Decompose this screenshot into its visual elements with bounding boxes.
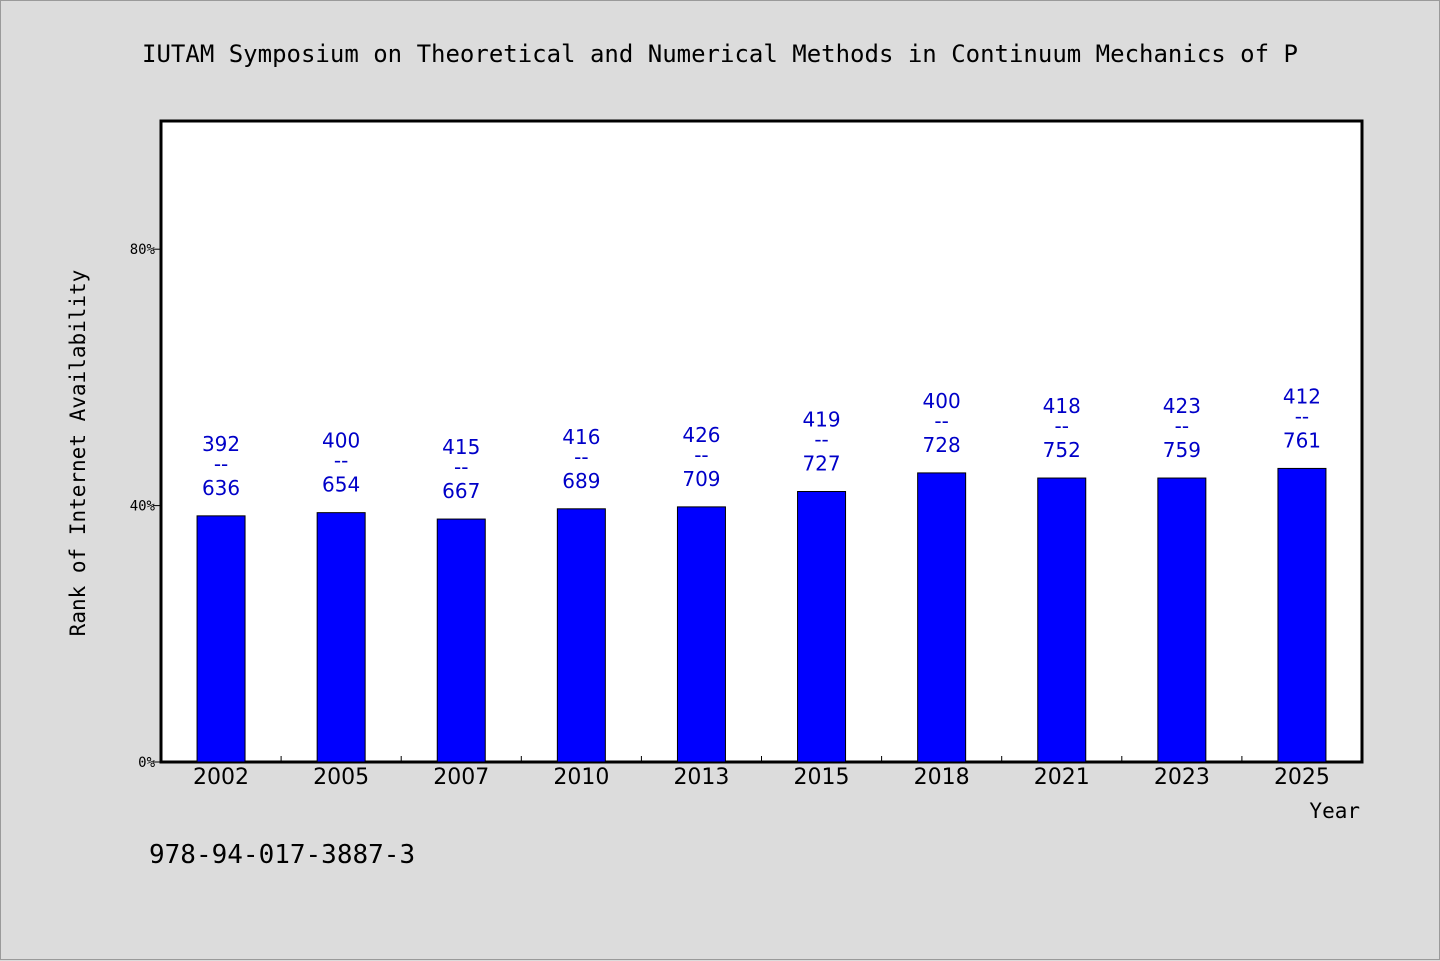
data-label-top: 418 bbox=[1043, 394, 1081, 418]
bar bbox=[797, 490, 847, 763]
data-label-top: 400 bbox=[322, 429, 360, 453]
y-tick-label: 0% bbox=[138, 755, 155, 771]
x-tick-label: 2010 bbox=[553, 765, 609, 790]
x-tick-label: 2002 bbox=[193, 765, 249, 790]
data-label-top: 416 bbox=[562, 425, 600, 449]
y-axis: 0% 40% 80% bbox=[130, 242, 161, 771]
y-axis-title: Rank of Internet Availability bbox=[66, 270, 90, 637]
data-label-separator: -- bbox=[934, 409, 948, 433]
data-labels-group: 392--636400--654415--667416--689426--709… bbox=[202, 384, 1321, 503]
bar bbox=[556, 508, 606, 763]
data-label-bottom: 752 bbox=[1043, 438, 1081, 462]
bar bbox=[196, 515, 246, 763]
data-label-top: 419 bbox=[802, 407, 840, 431]
x-tick-label: 2025 bbox=[1274, 765, 1330, 790]
data-label-bottom: 759 bbox=[1163, 438, 1201, 462]
chart-title: IUTAM Symposium on Theoretical and Numer… bbox=[142, 40, 1298, 68]
data-label-bottom: 727 bbox=[802, 451, 840, 475]
data-label-bottom: 689 bbox=[562, 469, 600, 493]
data-label-separator: -- bbox=[574, 445, 588, 469]
bar bbox=[1157, 477, 1207, 763]
data-label-bottom: 667 bbox=[442, 479, 480, 503]
data-label-bottom: 709 bbox=[682, 467, 720, 491]
data-label-top: 400 bbox=[923, 389, 961, 413]
data-label-bottom: 761 bbox=[1283, 428, 1321, 452]
data-label-separator: -- bbox=[694, 443, 708, 467]
isbn-text: 978-94-017-3887-3 bbox=[149, 840, 415, 870]
y-tick-label: 40% bbox=[130, 499, 156, 515]
x-tick-label: 2021 bbox=[1034, 765, 1090, 790]
bar bbox=[917, 472, 967, 763]
x-tick-label: 2018 bbox=[914, 765, 970, 790]
data-label-separator: -- bbox=[214, 452, 228, 476]
data-label-top: 412 bbox=[1283, 384, 1321, 408]
x-tick-label: 2023 bbox=[1154, 765, 1210, 790]
data-label-bottom: 654 bbox=[322, 473, 360, 497]
data-label-top: 423 bbox=[1163, 394, 1201, 418]
bar bbox=[676, 506, 726, 763]
data-label-bottom: 728 bbox=[923, 433, 961, 457]
bars-group bbox=[196, 467, 1327, 763]
data-label-separator: -- bbox=[1175, 414, 1189, 438]
x-axis-title: Year bbox=[1309, 799, 1360, 823]
x-tick-label: 2007 bbox=[433, 765, 489, 790]
x-axis: 2002 2005 2007 2010 2013 2015 2018 2021 2023 2025 bbox=[193, 756, 1330, 790]
data-label-top: 415 bbox=[442, 435, 480, 459]
bar bbox=[436, 518, 486, 763]
data-label-separator: -- bbox=[334, 449, 348, 473]
data-label-separator: -- bbox=[454, 455, 468, 479]
data-label-separator: -- bbox=[1055, 414, 1069, 438]
x-tick-label: 2015 bbox=[794, 765, 850, 790]
y-tick-label: 80% bbox=[130, 242, 156, 258]
data-label-separator: -- bbox=[814, 427, 828, 451]
x-tick-label: 2013 bbox=[673, 765, 729, 790]
bar bbox=[316, 512, 366, 763]
x-tick-label: 2005 bbox=[313, 765, 369, 790]
data-label-top: 426 bbox=[682, 423, 720, 447]
data-label-separator: -- bbox=[1295, 404, 1309, 428]
data-label-top: 392 bbox=[202, 432, 240, 456]
data-label-bottom: 636 bbox=[202, 476, 240, 500]
bar bbox=[1037, 477, 1087, 763]
bar bbox=[1277, 467, 1327, 763]
